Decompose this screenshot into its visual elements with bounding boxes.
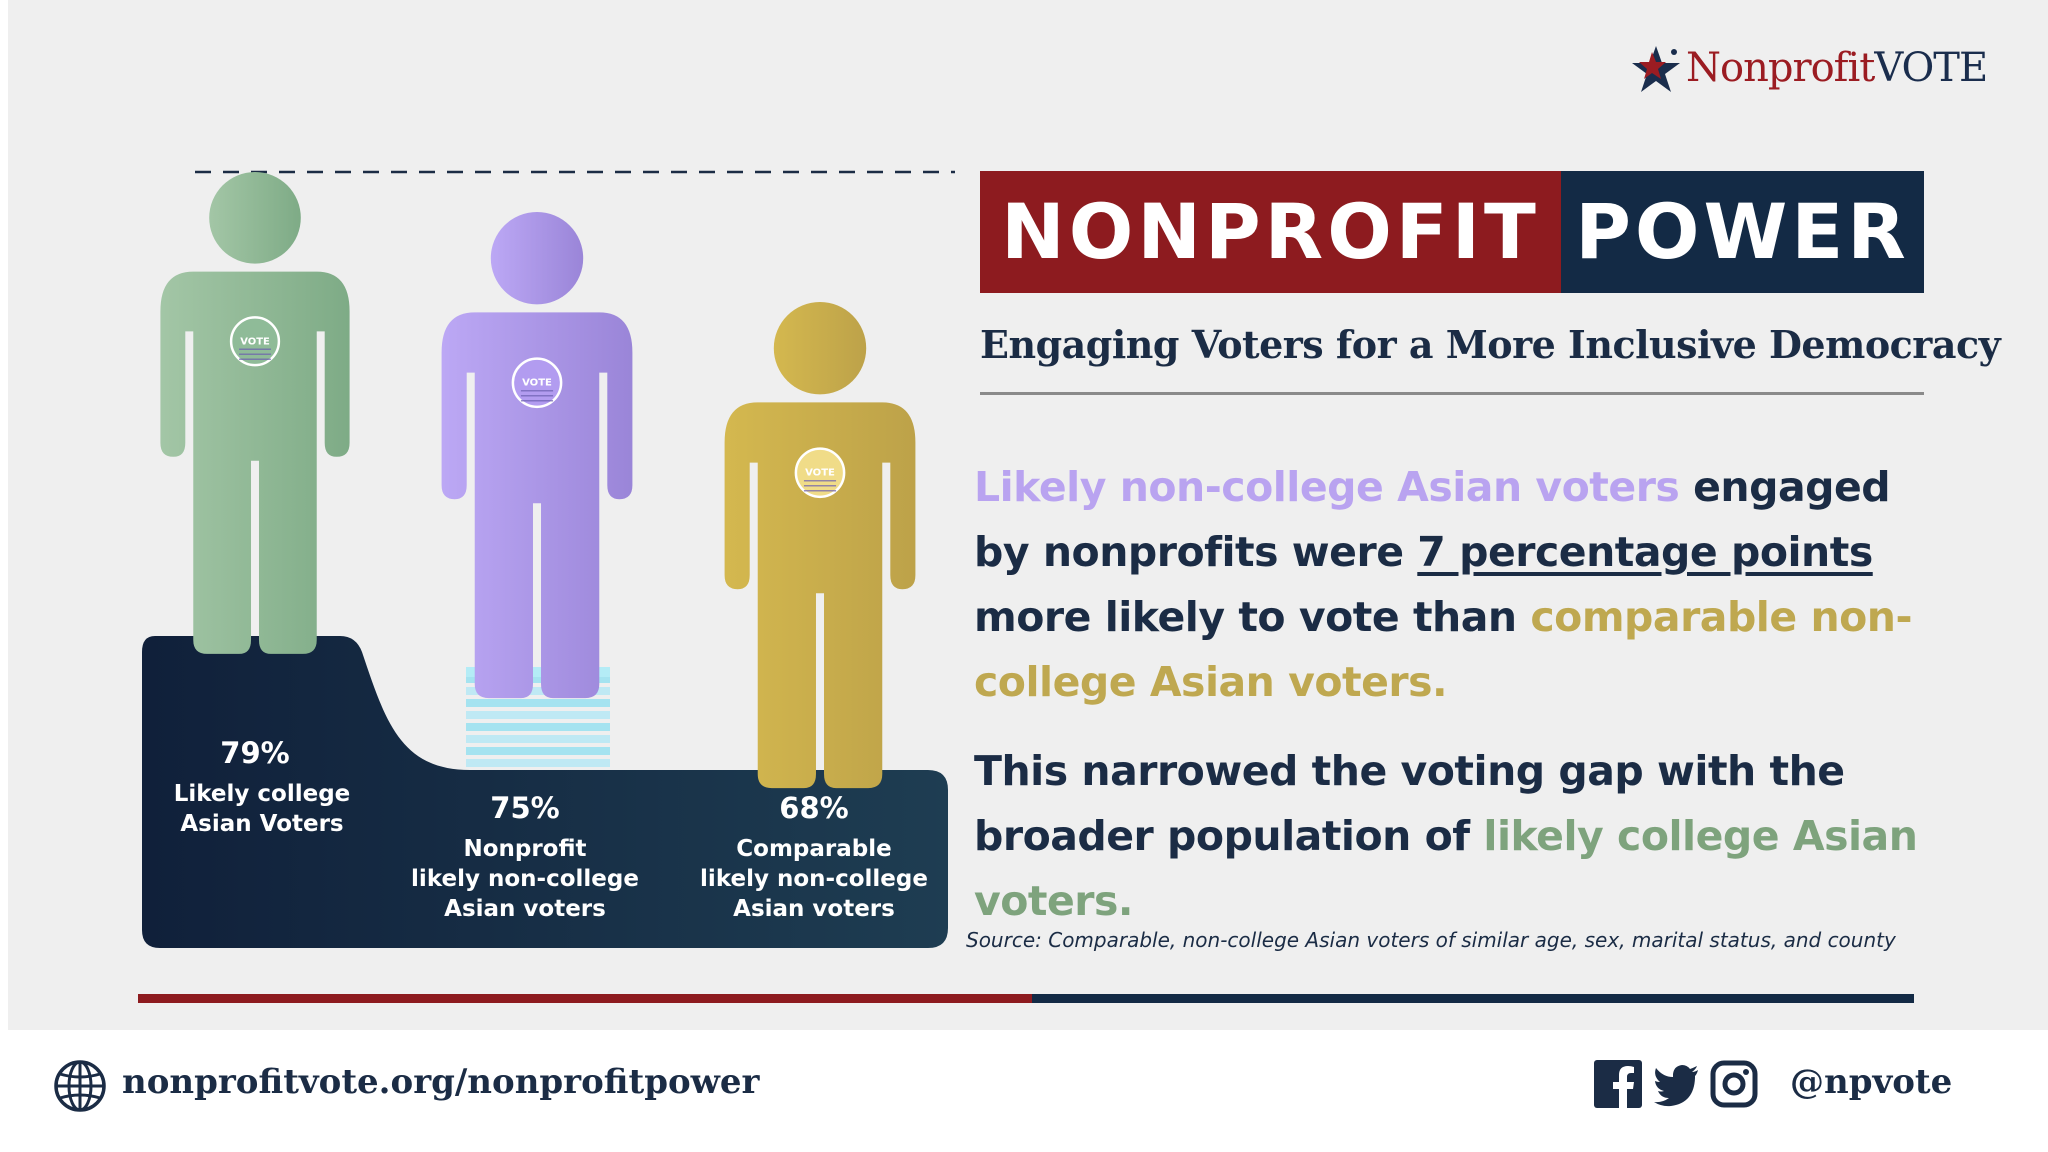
logo-text-vote: VOTE bbox=[1874, 45, 1988, 91]
figure-head bbox=[773, 302, 867, 395]
divider-navy bbox=[1032, 994, 1914, 1003]
ballot-stack-sheet bbox=[466, 735, 610, 743]
podium-base bbox=[142, 636, 948, 948]
person-figure-1: VOTE bbox=[441, 212, 633, 699]
category-label: Asian voters bbox=[733, 896, 895, 922]
vote-badge-icon: VOTE bbox=[511, 357, 563, 409]
ballot-stack-sheet bbox=[466, 699, 610, 707]
message-text: more likely to vote than bbox=[974, 593, 1531, 641]
vote-badge-icon: VOTE bbox=[229, 316, 281, 367]
vote-badge-icon: VOTE bbox=[794, 447, 846, 499]
ballot-stack-sheet bbox=[466, 759, 610, 767]
source-note: Source: Comparable, non-college Asian vo… bbox=[966, 928, 1896, 952]
highlight-percentage-points: 7 percentage points bbox=[1417, 528, 1873, 576]
main-message: Likely non-college Asian voters engaged … bbox=[974, 455, 1954, 715]
social-handle[interactable]: @npvote bbox=[1790, 1062, 1953, 1102]
ballot-stack-sheet bbox=[466, 687, 610, 695]
ballot-stack-sheet bbox=[466, 675, 610, 683]
logo-text-nonprofit: Nonprofit bbox=[1686, 45, 1875, 91]
voter-turnout-chart: VOTE VOTE VOTE 79% Likely college Asian Vote… bbox=[142, 170, 955, 948]
figure-head bbox=[490, 212, 584, 305]
figure-body bbox=[160, 271, 350, 654]
footer bbox=[0, 1030, 2048, 1152]
twitter-icon[interactable] bbox=[1652, 1060, 1700, 1108]
ballot-stack-sheet bbox=[466, 723, 610, 731]
data-label-percent: 75% bbox=[490, 791, 559, 825]
category-label: Comparable bbox=[736, 836, 891, 862]
highlight-college-voters: likely college Asian voters. bbox=[974, 812, 1918, 925]
instagram-icon[interactable] bbox=[1710, 1060, 1758, 1108]
category-label: likely non-college bbox=[700, 866, 928, 892]
figure-head bbox=[209, 172, 301, 264]
message-text: This narrowed the voting gap with the br… bbox=[974, 747, 1845, 860]
ballot-stack-sheet bbox=[466, 747, 610, 755]
title-banner-right: POWER bbox=[1561, 171, 1924, 293]
star-icon bbox=[1632, 46, 1680, 92]
figure-body bbox=[724, 402, 916, 789]
message-text: engaged by nonprofits were bbox=[974, 463, 1891, 576]
title-banner-left: NONPROFIT bbox=[980, 171, 1561, 293]
person-figure-0: VOTE bbox=[160, 172, 350, 654]
globe-icon bbox=[54, 1060, 106, 1112]
category-label: Asian Voters bbox=[180, 811, 343, 837]
data-label-percent: 68% bbox=[779, 791, 848, 825]
highlight-comparable-voters: comparable non-college Asian voters. bbox=[974, 593, 1913, 706]
svg-text:VOTE: VOTE bbox=[240, 336, 270, 347]
figure-body bbox=[441, 312, 633, 699]
person-figure-2: VOTE bbox=[724, 302, 916, 789]
category-label: likely non-college bbox=[411, 866, 639, 892]
ballot-stack-sheet bbox=[466, 711, 610, 719]
subtitle-divider bbox=[980, 392, 1924, 395]
category-label: Nonprofit bbox=[463, 836, 586, 862]
highlight-nonprofit-voters: Likely non-college Asian voters bbox=[974, 463, 1680, 511]
ballot-stack bbox=[466, 667, 610, 767]
category-label: Asian voters bbox=[444, 896, 606, 922]
svg-text:VOTE: VOTE bbox=[805, 468, 835, 479]
data-label-percent: 79% bbox=[220, 736, 289, 770]
svg-text:VOTE: VOTE bbox=[522, 378, 552, 389]
subtitle: Engaging Voters for a More Inclusive Dem… bbox=[980, 322, 2001, 367]
website-link[interactable]: nonprofitvote.org/nonprofitpower bbox=[122, 1062, 760, 1102]
ballot-stack-top bbox=[466, 667, 610, 677]
secondary-message: This narrowed the voting gap with the br… bbox=[974, 739, 1994, 934]
facebook-icon[interactable] bbox=[1594, 1060, 1642, 1108]
divider-red bbox=[138, 994, 1032, 1003]
category-label: Likely college bbox=[174, 781, 351, 807]
